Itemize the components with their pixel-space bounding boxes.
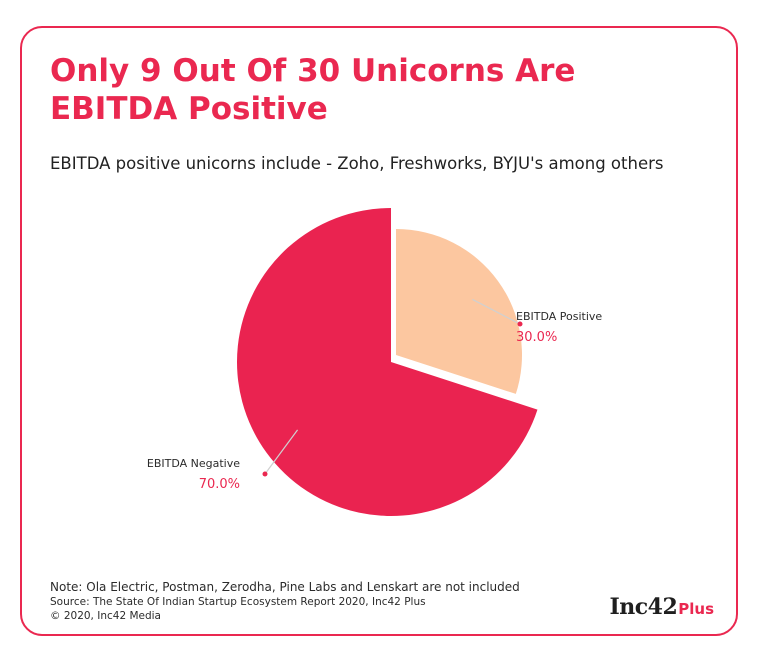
footer-source: Source: The State Of Indian Startup Ecos… bbox=[50, 596, 426, 608]
logo-brand: Inc42 bbox=[609, 594, 678, 620]
slice-label: EBITDA Positive bbox=[516, 310, 602, 323]
logo-plus: Plus bbox=[678, 600, 714, 618]
label-dot bbox=[262, 471, 268, 477]
chart-title: Only 9 Out Of 30 Unicorns Are EBITDA Pos… bbox=[50, 53, 576, 127]
slice-value-label: 30.0% bbox=[516, 330, 557, 345]
chart-card: Only 9 Out Of 30 Unicorns Are EBITDA Pos… bbox=[20, 26, 738, 636]
slice-value-label: 70.0% bbox=[199, 477, 240, 492]
slice-label: EBITDA Negative bbox=[147, 457, 240, 470]
pie-slice-ebitda-positive bbox=[396, 229, 523, 394]
leader-line bbox=[264, 429, 299, 475]
leader-line bbox=[472, 298, 521, 325]
inc42-plus-logo: Inc42 Plus bbox=[609, 594, 714, 620]
footer: Note: Ola Electric, Postman, Zerodha, Pi… bbox=[50, 579, 520, 623]
pie-slice-ebitda-negative bbox=[237, 208, 538, 516]
footer-copyright: © 2020, Inc42 Media bbox=[50, 610, 161, 622]
chart-subtitle: EBITDA positive unicorns include - Zoho,… bbox=[50, 154, 664, 173]
label-dot bbox=[517, 321, 523, 327]
footer-note: Note: Ola Electric, Postman, Zerodha, Pi… bbox=[50, 580, 520, 594]
